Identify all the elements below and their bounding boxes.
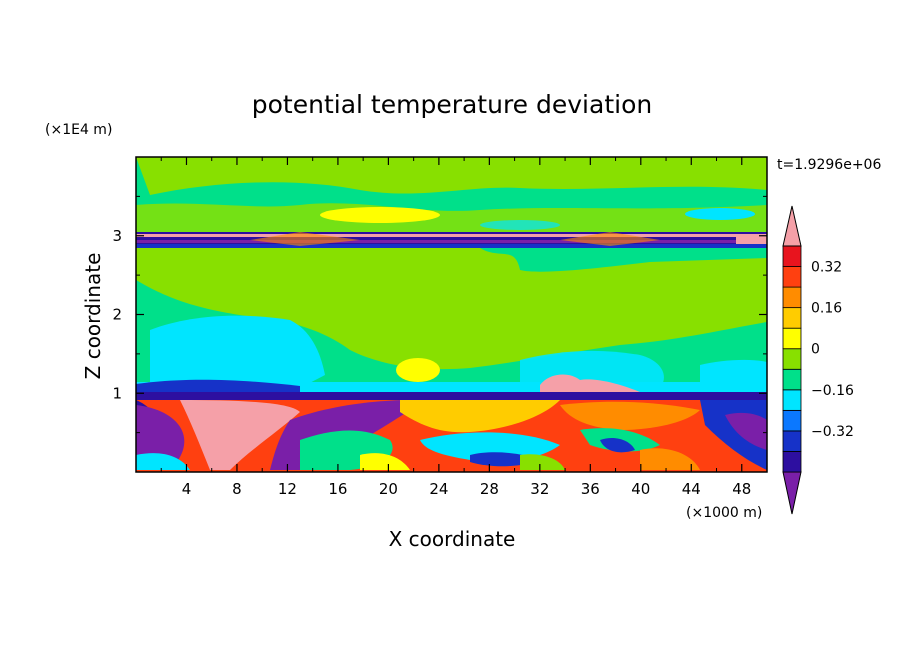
x-tick-label: 28 <box>480 480 499 498</box>
x-tick-label: 16 <box>328 480 347 498</box>
colorbar-lower-extend <box>782 471 802 515</box>
x-tick-label: 44 <box>682 480 701 498</box>
colorbar-upper-extend <box>782 205 802 247</box>
colorbar-swatch <box>782 327 802 350</box>
x-axis-label: X coordinate <box>389 527 516 551</box>
colorbar-swatch <box>782 348 802 370</box>
colorbar-swatch <box>782 451 802 473</box>
x-tick-label: 12 <box>278 480 297 498</box>
x-tick-label: 36 <box>581 480 600 498</box>
colorbar-swatch <box>782 368 802 391</box>
x-tick-label: 32 <box>530 480 549 498</box>
x-tick-label: 4 <box>182 480 192 498</box>
colorbar-label: −0.16 <box>811 383 854 399</box>
colorbar-label: 0.16 <box>811 301 842 317</box>
x-unit-label: (×1000 m) <box>686 505 762 521</box>
colorbar-label: −0.32 <box>811 424 854 440</box>
colorbar-swatch <box>782 307 802 329</box>
x-tick-label: 40 <box>631 480 650 498</box>
colorbar-swatch <box>782 266 802 288</box>
y-unit-label: (×1E4 m) <box>45 122 112 138</box>
x-tick-label: 48 <box>732 480 751 498</box>
chart-title: potential temperature deviation <box>252 90 652 119</box>
colorbar-swatch <box>782 245 802 267</box>
x-tick-label: 8 <box>232 480 242 498</box>
colorbar-label: 0.32 <box>811 260 842 276</box>
colorbar-swatch <box>782 409 802 432</box>
x-tick-label: 20 <box>379 480 398 498</box>
y-axis-ticks: 1 2 3 <box>112 195 767 434</box>
contour-field <box>136 157 767 472</box>
y-tick-label: 1 <box>112 384 122 402</box>
time-label: t=1.9296e+06 <box>777 157 881 173</box>
colorbar-swatch <box>782 430 802 452</box>
y-axis-label: Z coordinate <box>81 253 105 380</box>
colorbar-swatch <box>782 389 802 411</box>
x-axis-ticks: 4 8 12 16 20 24 28 32 36 40 44 48 <box>160 157 751 498</box>
x-tick-label: 24 <box>429 480 448 498</box>
y-tick-label: 2 <box>112 306 122 324</box>
colorbar-label: 0 <box>811 342 820 358</box>
y-tick-label: 3 <box>112 227 122 245</box>
colorbar-swatch <box>782 286 802 309</box>
colorbar: 0.32 0.16 0 −0.16 −0.32 <box>782 205 854 515</box>
